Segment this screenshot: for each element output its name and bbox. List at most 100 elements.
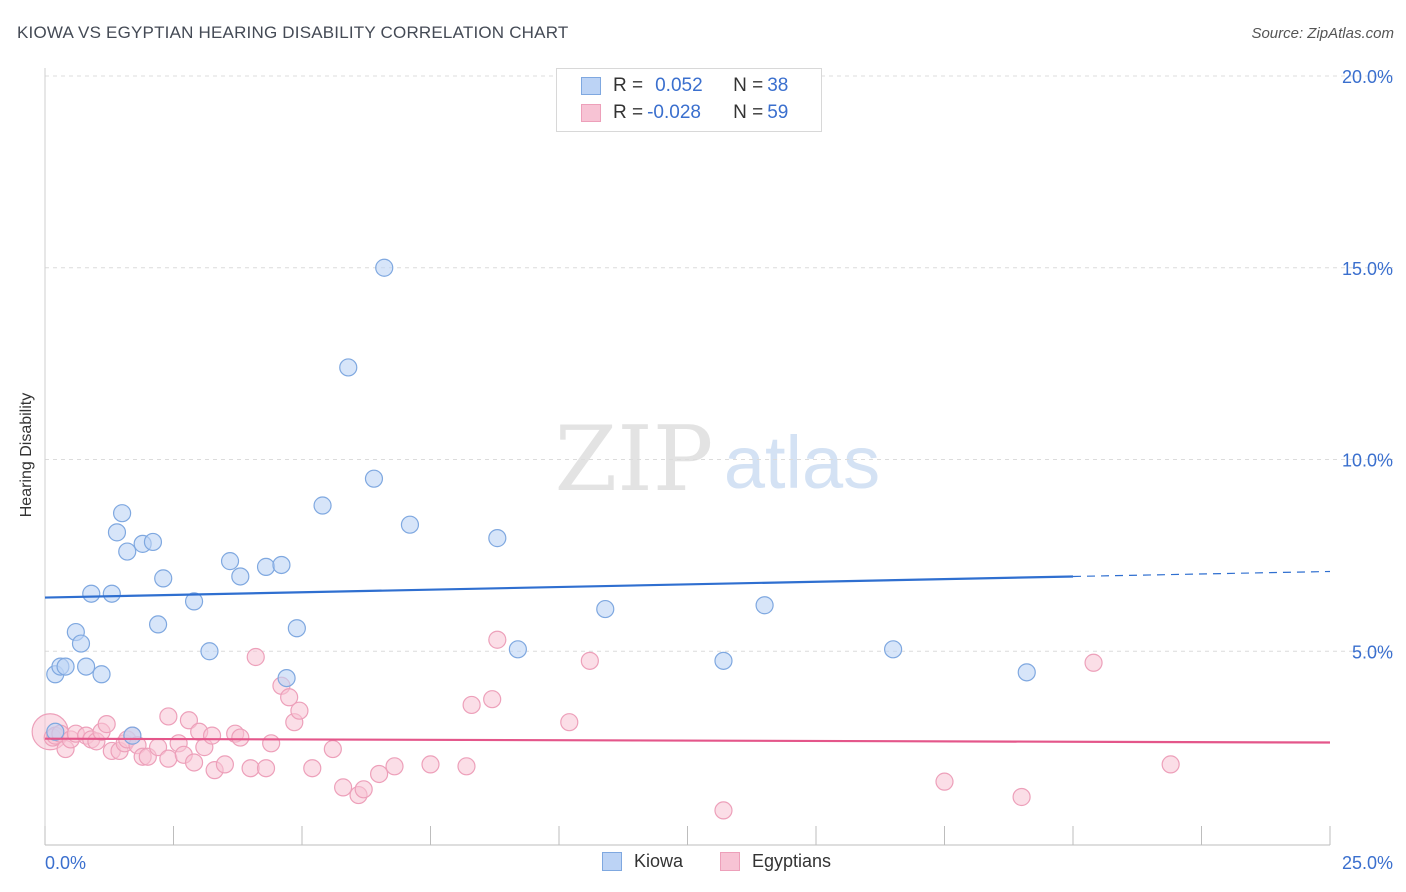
- egyptians-point: [580, 651, 599, 670]
- legend-r-label: R =: [613, 102, 644, 123]
- kiowa-point: [143, 532, 163, 552]
- kiowa-point: [82, 584, 101, 603]
- bottom-legend-egyptians: Egyptians: [720, 851, 831, 872]
- egyptians-point: [488, 630, 507, 649]
- x-tick-label: 0.0%: [45, 853, 86, 873]
- kiowa-point: [339, 358, 358, 377]
- kiowa-point: [508, 640, 527, 659]
- kiowa-point: [231, 567, 250, 586]
- egyptians-point: [290, 701, 309, 720]
- kiowa-legend-swatch: [602, 852, 622, 871]
- egyptians-point: [256, 759, 276, 778]
- kiowa-swatch: [581, 77, 601, 95]
- kiowa-points: [46, 258, 1036, 745]
- kiowa-point: [364, 469, 384, 488]
- legend-n-value: 38: [767, 75, 789, 96]
- legend-n-value: 59: [767, 102, 789, 123]
- egyptians-point: [560, 713, 579, 732]
- kiowa-point: [123, 726, 142, 745]
- kiowa-point: [596, 599, 615, 619]
- kiowa-point: [107, 523, 127, 542]
- kiowa-point: [92, 665, 111, 684]
- egyptians-point: [334, 778, 353, 797]
- source-label: Source: ZipAtlas.com: [1251, 25, 1394, 42]
- kiowa-trend-line: [44, 575, 1074, 599]
- watermark-zip: ZIP: [555, 407, 714, 512]
- kiowa-point: [313, 496, 332, 515]
- kiowa-point: [287, 619, 306, 638]
- y-tick-label: 10.0%: [1342, 451, 1393, 471]
- x-tick-label: 25.0%: [1342, 853, 1393, 873]
- egyptians-point: [421, 755, 440, 774]
- kiowa-legend-label: Kiowa: [634, 851, 684, 871]
- legend-n-label: N =: [733, 102, 764, 123]
- egyptians-point: [1084, 653, 1103, 672]
- kiowa-point: [883, 640, 903, 659]
- kiowa-point: [375, 258, 394, 277]
- egyptians-point: [159, 707, 178, 726]
- legend-r-value: 0.052: [655, 75, 703, 96]
- kiowa-point: [1017, 663, 1036, 682]
- egyptians-point: [323, 739, 342, 759]
- egyptians-swatch: [581, 104, 601, 122]
- egyptians-points: [31, 630, 1180, 820]
- egyptians-point: [483, 690, 502, 709]
- legend-n-label: N =: [733, 75, 764, 96]
- egyptians-point: [462, 695, 481, 715]
- kiowa-point: [112, 504, 132, 523]
- egyptians-point: [1161, 755, 1180, 774]
- legend-r-value: -0.028: [647, 102, 701, 123]
- kiowa-point: [272, 555, 291, 575]
- kiowa-trend-extension: [1072, 570, 1331, 578]
- kiowa-point: [46, 722, 65, 741]
- egyptians-legend-label: Egyptians: [752, 851, 832, 871]
- gridlines: [45, 75, 1393, 652]
- kiowa-point: [200, 642, 219, 661]
- egyptians-point: [202, 726, 222, 745]
- kiowa-point: [488, 529, 507, 548]
- kiowa-point: [755, 596, 774, 615]
- egyptians-point: [935, 772, 954, 791]
- egyptians-point: [179, 711, 199, 730]
- egyptians-point: [714, 801, 733, 820]
- egyptians-trend-line: [44, 737, 1331, 744]
- bottom-legend-kiowa: Kiowa: [602, 851, 683, 872]
- kiowa-point: [148, 615, 168, 634]
- legend-row-egyptians: R = -0.028 N = 59: [581, 100, 788, 126]
- egyptians-point: [97, 715, 116, 734]
- egyptians-point: [280, 688, 299, 707]
- egyptians-point: [385, 757, 404, 776]
- trend-lines: [44, 570, 1331, 744]
- egyptians-legend-swatch: [720, 852, 740, 871]
- kiowa-point: [77, 657, 96, 676]
- egyptians-point: [246, 647, 265, 667]
- egyptians-point: [215, 755, 234, 774]
- egyptians-point: [184, 753, 204, 772]
- y-tick-label: 15.0%: [1342, 259, 1393, 279]
- egyptians-point: [262, 734, 281, 753]
- egyptians-point: [231, 728, 250, 747]
- egyptians-point: [159, 749, 178, 768]
- watermark-atlas: atlas: [724, 421, 880, 504]
- kiowa-point: [71, 634, 91, 653]
- kiowa-point: [184, 592, 204, 611]
- kiowa-point: [277, 668, 296, 688]
- kiowa-point: [118, 542, 137, 561]
- kiowa-point: [56, 657, 75, 676]
- legend-r-label: R =: [613, 75, 644, 96]
- egyptians-point: [1012, 787, 1031, 807]
- egyptians-point: [370, 764, 389, 784]
- egyptians-point: [241, 759, 260, 778]
- egyptians-point: [354, 780, 373, 799]
- chart-title: KIOWA VS EGYPTIAN HEARING DISABILITY COR…: [17, 23, 569, 42]
- y-tick-label: 5.0%: [1352, 642, 1393, 662]
- kiowa-point: [256, 557, 276, 576]
- kiowa-point: [154, 569, 173, 588]
- legend-row-kiowa: R = 0.052 N = 38: [581, 73, 788, 99]
- tick-labels: 5.0% 10.0% 15.0% 20.0% 0.0% 25.0%: [45, 67, 1393, 873]
- kiowa-point: [220, 552, 240, 571]
- kiowa-point: [102, 584, 121, 603]
- egyptians-point: [457, 757, 476, 776]
- egyptians-point: [303, 759, 322, 778]
